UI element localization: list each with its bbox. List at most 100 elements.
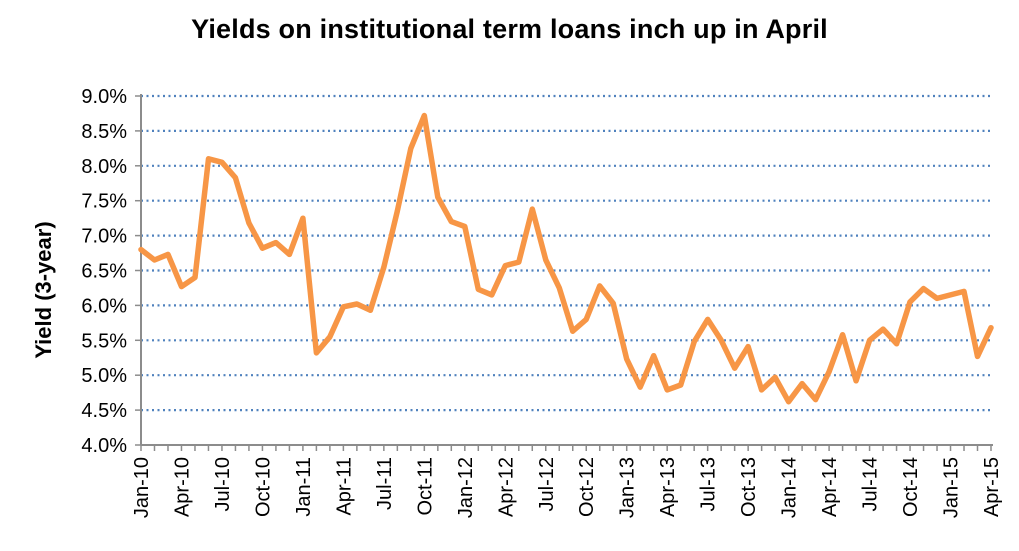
data-point — [260, 246, 265, 251]
data-point — [152, 258, 157, 263]
data-point — [139, 247, 144, 252]
x-tick-label: Jul-11 — [374, 457, 396, 510]
data-point — [476, 287, 481, 292]
data-point — [746, 344, 751, 349]
data-point — [719, 338, 724, 343]
data-point — [881, 327, 886, 332]
data-point — [557, 285, 562, 290]
data-point — [449, 219, 454, 224]
data-point — [192, 275, 197, 280]
x-tick-label: Oct-10 — [252, 457, 274, 517]
data-point — [800, 381, 805, 386]
data-point — [300, 216, 305, 221]
axes — [140, 94, 993, 446]
data-point — [327, 334, 332, 339]
data-point — [489, 292, 494, 297]
data-point — [422, 113, 427, 118]
x-tick-label: Oct-13 — [738, 457, 760, 517]
x-tick-label: Apr-11 — [333, 457, 355, 516]
y-tick-label: 8.0% — [81, 156, 127, 178]
gridlines — [141, 94, 993, 412]
data-point — [570, 329, 575, 334]
x-tick-label: Jul-12 — [536, 457, 558, 511]
data-point — [813, 397, 818, 402]
data-point — [165, 252, 170, 257]
data-point — [503, 263, 508, 268]
x-tick-label: Apr-13 — [657, 457, 679, 517]
data-point — [354, 302, 359, 307]
x-tick-label: Jan-12 — [455, 457, 477, 518]
y-axis-ticks: 4.0% 4.5% 5.0% 5.5% 6.0% 6.5% 7.0% 7.5% 8.0% 8.5%… — [81, 86, 141, 457]
x-tick-label: Jul-14 — [860, 457, 882, 511]
x-tick-label: Jan-14 — [779, 457, 801, 518]
x-axis-ticks: Jan-10 Apr-10 Jul-10 Oct-10 Jan-11 Apr-11 Jul-… — [131, 445, 1003, 518]
x-tick-label: Apr-12 — [495, 457, 517, 517]
y-tick-label: 7.5% — [81, 191, 127, 213]
data-point — [368, 308, 373, 313]
data-point — [516, 260, 521, 265]
data-point — [597, 283, 602, 288]
data-point — [935, 296, 940, 301]
data-point — [530, 207, 535, 212]
data-point — [611, 301, 616, 306]
x-tick-label: Oct-14 — [900, 457, 922, 517]
y-tick-label: 8.5% — [81, 121, 127, 143]
data-point — [705, 317, 710, 322]
data-point — [908, 299, 913, 304]
data-point — [665, 387, 670, 392]
x-tick-label: Apr-15 — [981, 457, 1003, 517]
chart-title: Yields on institutional term loans inch … — [191, 14, 828, 44]
series-group — [138, 112, 994, 405]
data-point — [381, 265, 386, 270]
data-point — [206, 156, 211, 161]
data-point — [759, 387, 764, 392]
y-tick-label: 4.0% — [81, 435, 127, 457]
data-point — [395, 209, 400, 214]
data-point — [651, 353, 656, 358]
data-point — [638, 385, 643, 390]
series-line-yield — [138, 112, 994, 405]
data-point — [921, 286, 926, 291]
x-tick-label: Jul-13 — [698, 457, 720, 511]
data-point — [179, 284, 184, 289]
x-tick-label: Jul-10 — [212, 457, 234, 511]
data-point — [827, 369, 832, 374]
x-tick-label: Apr-14 — [819, 457, 841, 517]
data-point — [948, 292, 953, 297]
data-point — [975, 354, 980, 359]
data-point — [854, 378, 859, 383]
data-point — [435, 195, 440, 200]
data-point — [732, 366, 737, 371]
y-tick-label: 6.5% — [81, 261, 127, 283]
data-point — [408, 146, 413, 151]
data-point — [219, 160, 224, 165]
data-point — [462, 224, 467, 229]
y-tick-label: 4.5% — [81, 400, 127, 422]
x-tick-label: Jan-13 — [617, 457, 639, 518]
data-point — [341, 304, 346, 309]
x-tick-label: Oct-12 — [576, 457, 598, 517]
data-point — [989, 325, 994, 330]
data-point — [692, 339, 697, 344]
x-tick-label: Apr-10 — [171, 457, 193, 517]
data-point — [233, 175, 238, 180]
data-point — [786, 399, 791, 404]
data-point — [543, 258, 548, 263]
x-tick-label: Oct-11 — [414, 457, 436, 516]
x-tick-label: Jan-10 — [131, 457, 153, 518]
y-tick-label: 5.5% — [81, 330, 127, 352]
data-point — [773, 375, 778, 380]
data-point — [287, 252, 292, 257]
data-point — [678, 382, 683, 387]
x-tick-label: Jan-15 — [941, 457, 963, 518]
x-tick-label: Jan-11 — [293, 457, 315, 517]
data-point — [894, 341, 899, 346]
data-point — [962, 289, 967, 294]
data-point — [840, 332, 845, 337]
data-point — [273, 240, 278, 245]
data-point — [314, 350, 319, 355]
data-point — [246, 221, 251, 226]
data-point — [584, 317, 589, 322]
y-tick-label: 6.0% — [81, 295, 127, 317]
